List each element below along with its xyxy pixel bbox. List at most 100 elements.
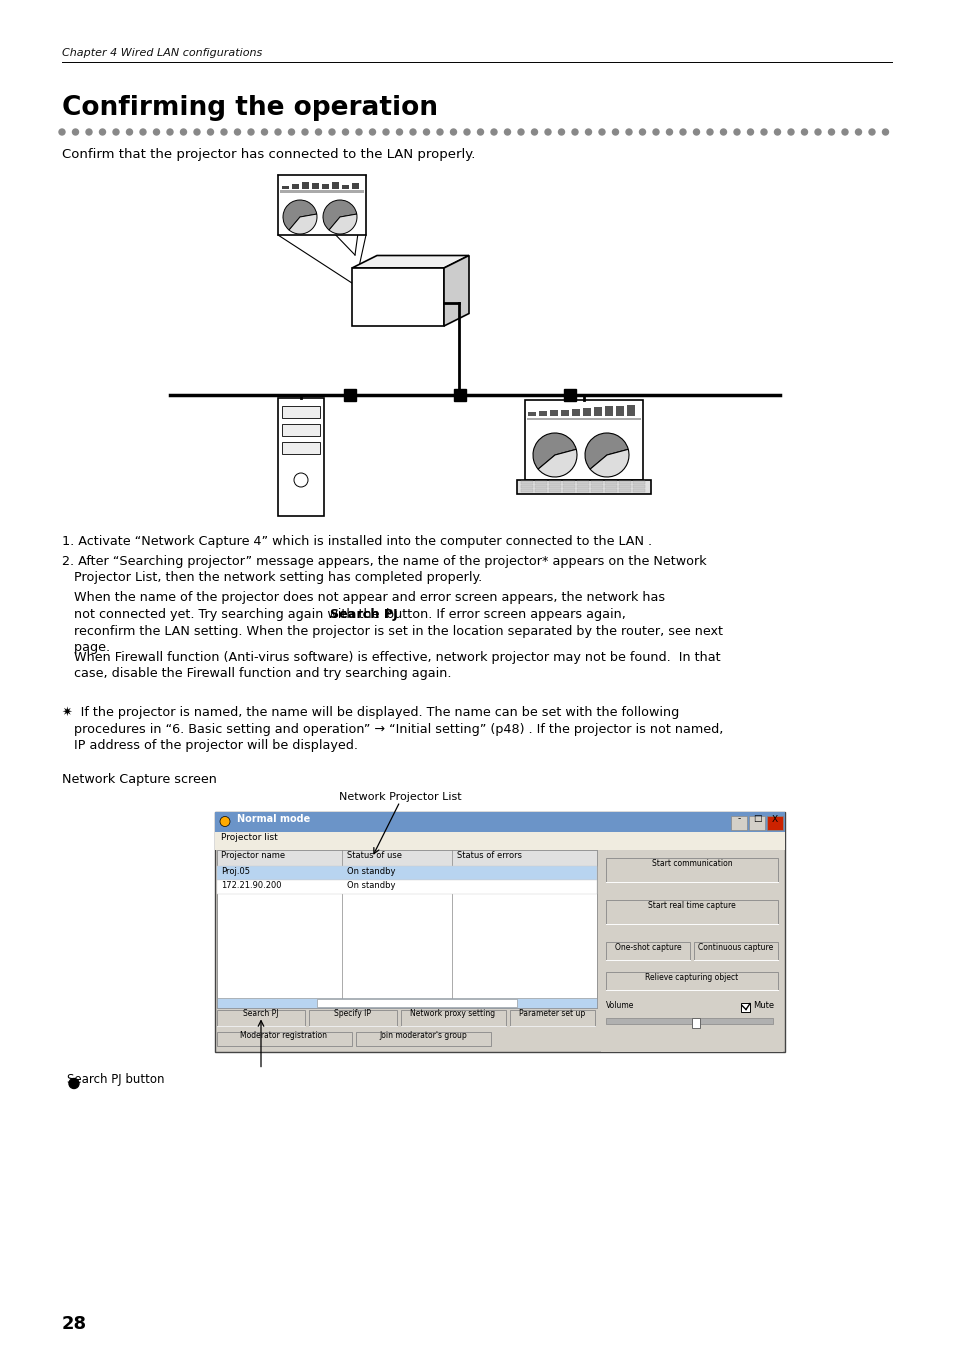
- Circle shape: [59, 130, 65, 135]
- Bar: [214, 811, 784, 832]
- Bar: [216, 865, 597, 879]
- Bar: [590, 489, 602, 491]
- Circle shape: [612, 130, 618, 135]
- Bar: [526, 418, 640, 420]
- Circle shape: [112, 130, 119, 135]
- Bar: [626, 405, 635, 416]
- Circle shape: [450, 130, 456, 135]
- Circle shape: [544, 130, 551, 135]
- Bar: [312, 184, 318, 189]
- Text: procedures in “6. Basic setting and operation” → “Initial setting” (p48) . If th: procedures in “6. Basic setting and oper…: [62, 722, 722, 736]
- Bar: [582, 408, 590, 416]
- Bar: [594, 408, 601, 416]
- Text: Confirming the operation: Confirming the operation: [62, 95, 437, 122]
- Text: Search PJ: Search PJ: [243, 1010, 278, 1018]
- Bar: [563, 389, 576, 401]
- Circle shape: [504, 130, 510, 135]
- Bar: [618, 489, 630, 491]
- Circle shape: [234, 130, 240, 135]
- Bar: [730, 815, 746, 829]
- Circle shape: [208, 130, 213, 135]
- Text: Join moderator's group: Join moderator's group: [378, 1031, 466, 1041]
- Text: Network Capture screen: Network Capture screen: [62, 774, 216, 787]
- Bar: [633, 489, 644, 491]
- Circle shape: [477, 130, 483, 135]
- Text: ✷  If the projector is named, the name will be displayed. The name can be set wi: ✷ If the projector is named, the name wi…: [62, 706, 679, 720]
- Wedge shape: [590, 450, 628, 477]
- Bar: [292, 184, 298, 189]
- Bar: [355, 1031, 491, 1045]
- Circle shape: [585, 130, 591, 135]
- Circle shape: [491, 130, 497, 135]
- Bar: [618, 485, 630, 487]
- Bar: [548, 485, 560, 487]
- Bar: [633, 481, 644, 485]
- Polygon shape: [352, 255, 469, 269]
- Bar: [590, 481, 602, 485]
- Text: button. If error screen appears again,: button. If error screen appears again,: [381, 608, 625, 621]
- Bar: [548, 489, 560, 491]
- Circle shape: [315, 130, 321, 135]
- Text: 2. After “Searching projector” message appears, the name of the projector* appea: 2. After “Searching projector” message a…: [62, 555, 706, 567]
- Text: 1. Activate “Network Capture 4” which is installed into the computer connected t: 1. Activate “Network Capture 4” which is…: [62, 535, 652, 548]
- Bar: [214, 832, 784, 849]
- Bar: [524, 400, 642, 481]
- Circle shape: [86, 130, 91, 135]
- Circle shape: [841, 130, 847, 135]
- Text: case, disable the Firewall function and try searching again.: case, disable the Firewall function and …: [62, 667, 451, 680]
- Circle shape: [72, 130, 78, 135]
- Bar: [341, 185, 349, 189]
- Text: reconfirm the LAN setting. When the projector is set in the location separated b: reconfirm the LAN setting. When the proj…: [62, 625, 722, 637]
- Bar: [633, 485, 644, 487]
- Text: Status of errors: Status of errors: [456, 850, 521, 860]
- Bar: [332, 182, 338, 189]
- Circle shape: [814, 130, 821, 135]
- Circle shape: [221, 130, 227, 135]
- Circle shape: [220, 817, 230, 826]
- Bar: [600, 849, 782, 1052]
- Bar: [748, 815, 764, 829]
- Text: Projector list: Projector list: [221, 833, 277, 842]
- Bar: [216, 1010, 305, 1026]
- Circle shape: [679, 130, 685, 135]
- Circle shape: [302, 130, 308, 135]
- Text: Chapter 4 Wired LAN configurations: Chapter 4 Wired LAN configurations: [62, 49, 262, 58]
- Bar: [527, 412, 536, 416]
- Text: -: -: [737, 814, 740, 824]
- Bar: [605, 1018, 772, 1023]
- Bar: [605, 899, 778, 923]
- Circle shape: [396, 130, 402, 135]
- Circle shape: [355, 130, 361, 135]
- Circle shape: [167, 130, 172, 135]
- Wedge shape: [283, 200, 316, 230]
- Circle shape: [666, 130, 672, 135]
- Text: Mute: Mute: [752, 1002, 773, 1011]
- Bar: [216, 849, 597, 1007]
- Bar: [562, 485, 575, 487]
- Bar: [322, 184, 329, 189]
- Circle shape: [99, 130, 106, 135]
- Text: On standby: On standby: [347, 867, 395, 876]
- Text: Projector name: Projector name: [221, 850, 285, 860]
- Bar: [216, 998, 597, 1007]
- Bar: [302, 182, 309, 189]
- Wedge shape: [533, 433, 576, 470]
- Bar: [344, 389, 355, 401]
- Text: Confirm that the projector has connected to the LAN properly.: Confirm that the projector has connected…: [62, 148, 475, 161]
- Text: □: □: [752, 814, 760, 824]
- Bar: [535, 489, 546, 491]
- Polygon shape: [443, 255, 469, 325]
- Circle shape: [382, 130, 389, 135]
- Circle shape: [436, 130, 442, 135]
- Bar: [510, 1010, 595, 1026]
- Bar: [562, 489, 575, 491]
- Circle shape: [598, 130, 604, 135]
- Bar: [316, 999, 517, 1007]
- Circle shape: [706, 130, 712, 135]
- Bar: [282, 441, 319, 454]
- Circle shape: [463, 130, 470, 135]
- Text: X: X: [771, 814, 778, 824]
- Wedge shape: [537, 450, 577, 477]
- Bar: [282, 406, 319, 418]
- Circle shape: [882, 130, 887, 135]
